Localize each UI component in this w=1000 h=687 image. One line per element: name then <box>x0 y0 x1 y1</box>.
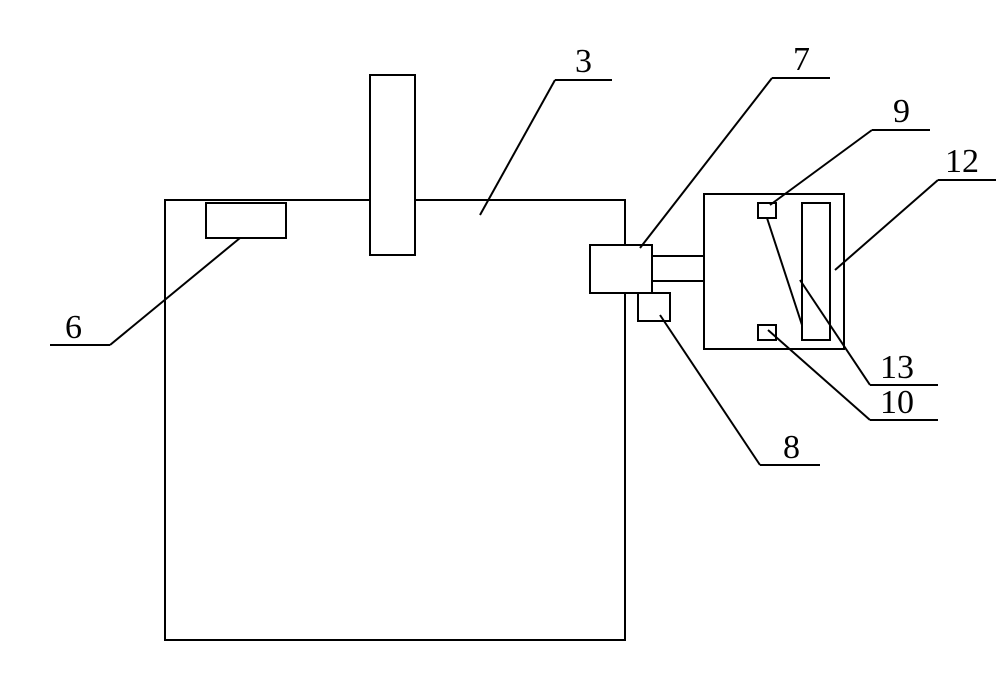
label-9: 9 <box>893 93 910 130</box>
outlet-pipe <box>590 245 652 293</box>
leader-3 <box>480 80 555 215</box>
nub-top <box>758 203 776 218</box>
top-stem <box>370 75 415 255</box>
label-12: 12 <box>945 143 979 180</box>
small-valve <box>638 293 670 321</box>
inner-top-left <box>206 203 286 238</box>
label-10: 10 <box>880 384 914 421</box>
outlet-pipe-ext <box>652 256 704 281</box>
main-body <box>165 200 625 640</box>
leader-12 <box>835 180 938 270</box>
diagram-canvas: 3 7 9 12 13 10 8 6 <box>0 0 1000 687</box>
label-8: 8 <box>783 429 800 466</box>
label-7: 7 <box>793 41 810 78</box>
label-3: 3 <box>575 43 592 80</box>
label-6: 6 <box>65 309 82 346</box>
label-13: 13 <box>880 349 914 386</box>
nub-bot <box>758 325 776 340</box>
